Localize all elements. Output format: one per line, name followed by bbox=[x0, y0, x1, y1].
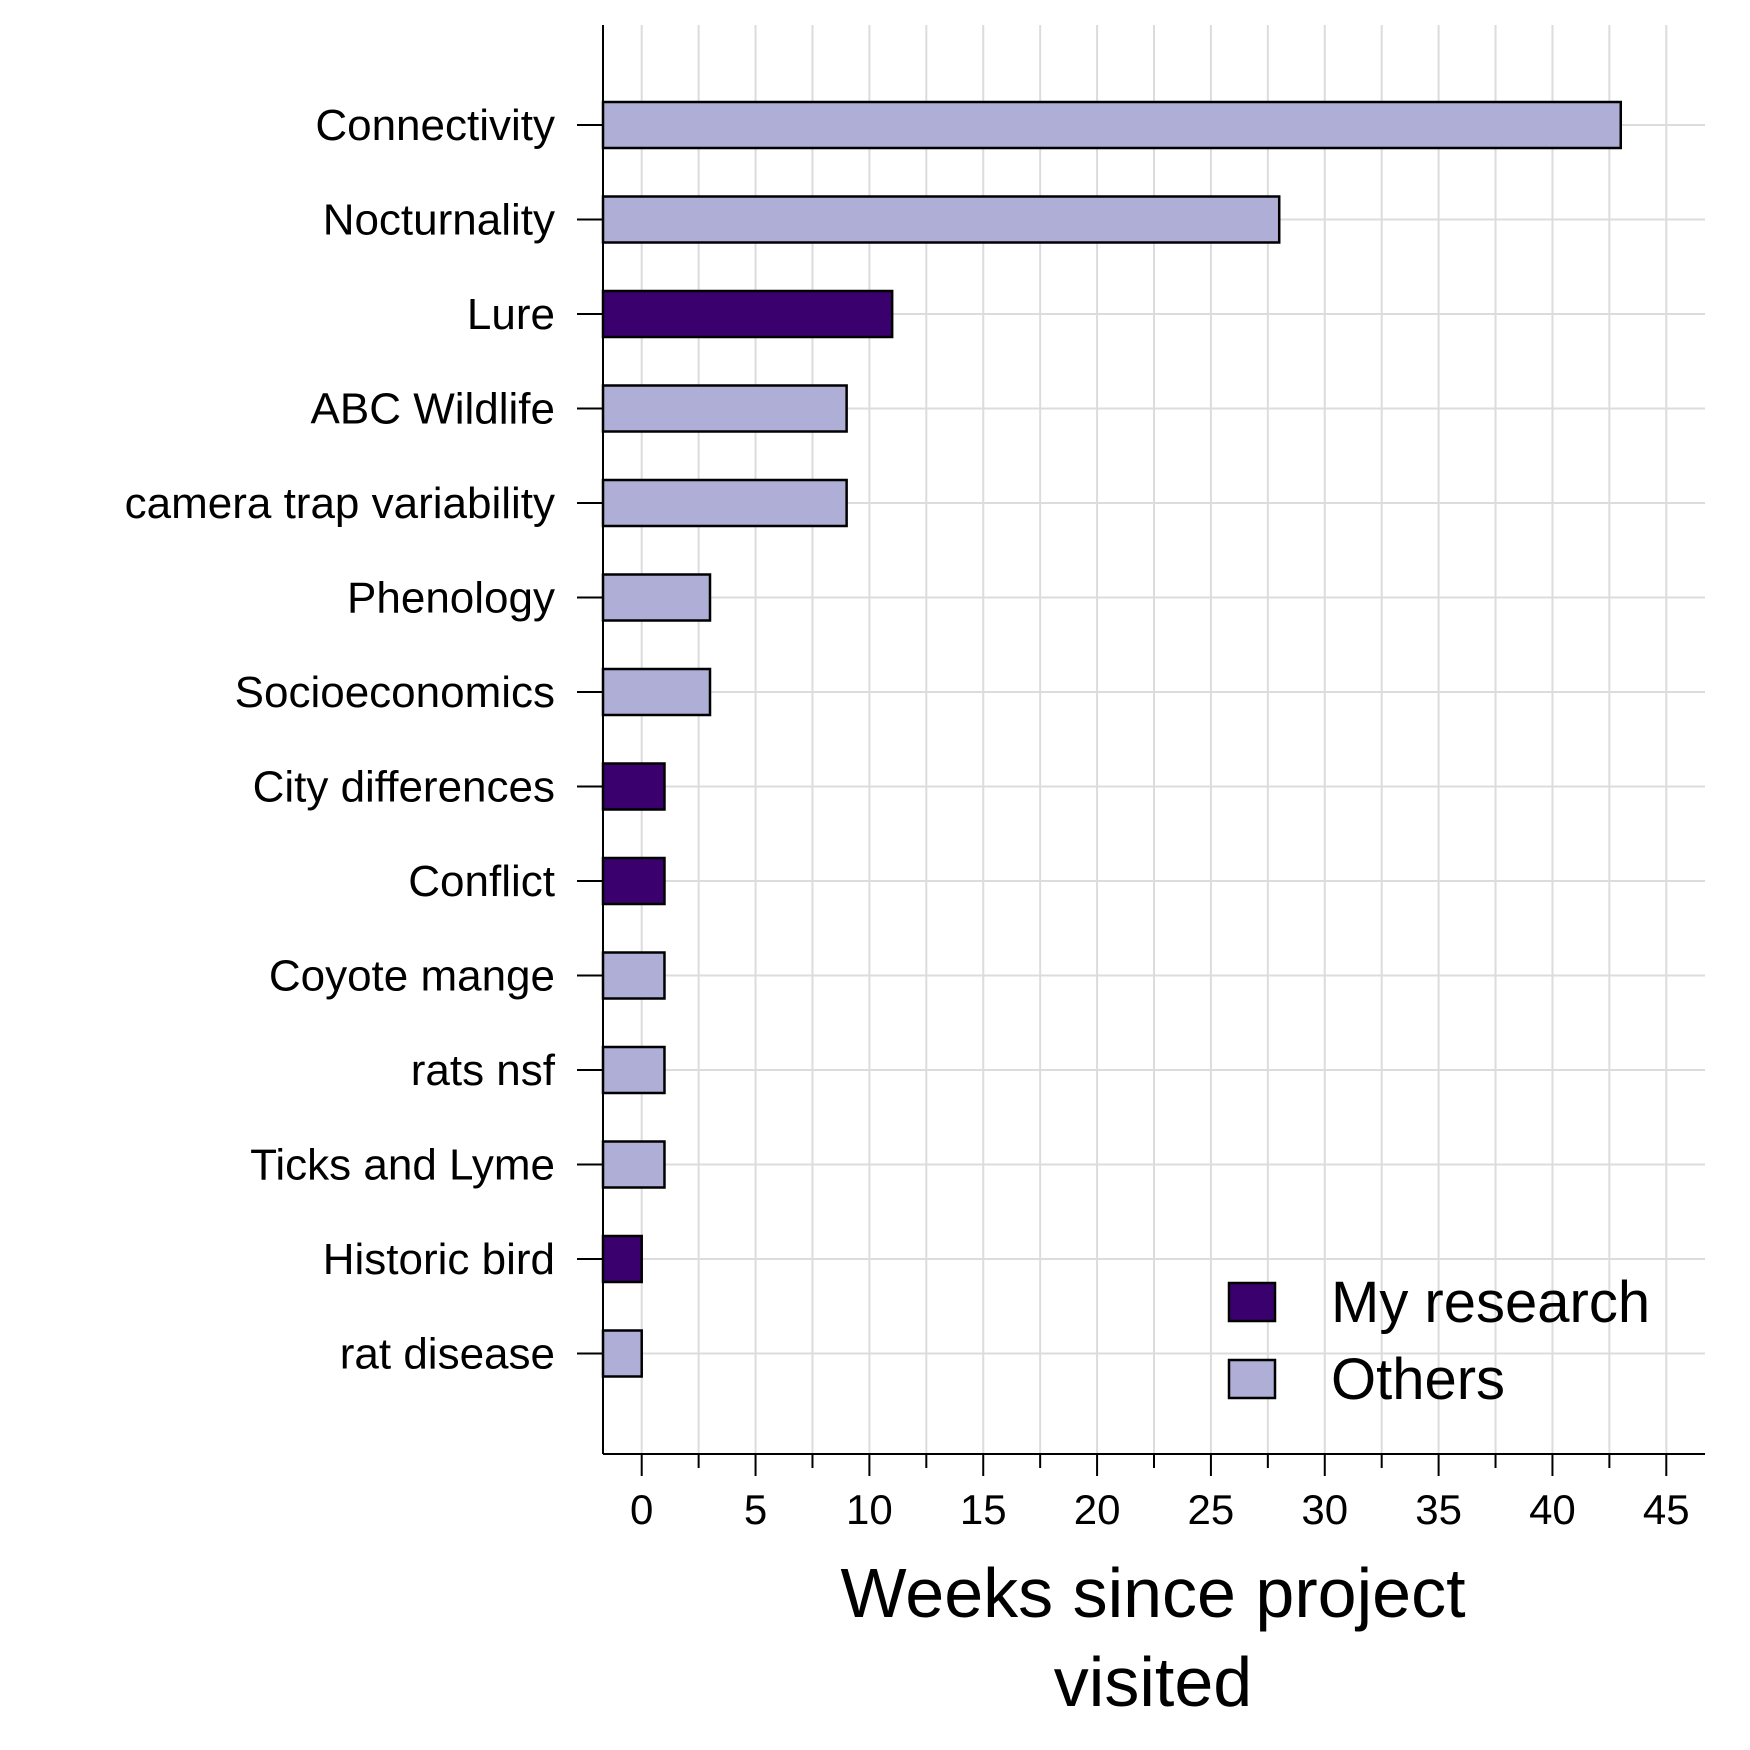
category-label: Socioeconomics bbox=[235, 668, 555, 717]
category-label: camera trap variability bbox=[125, 479, 555, 528]
category-labels: Connectivity Nocturnality Lure ABC Wildlife… bbox=[125, 101, 556, 1379]
x-tick-label: 40 bbox=[1529, 1486, 1576, 1533]
gridlines bbox=[603, 25, 1705, 1454]
category-label: rat disease bbox=[340, 1330, 555, 1379]
legend-label: Others bbox=[1331, 1347, 1505, 1412]
x-axis-title: Weeks since project visited bbox=[840, 1554, 1465, 1721]
x-tick-label: 25 bbox=[1188, 1486, 1235, 1533]
axes bbox=[577, 25, 1705, 1476]
bar bbox=[601, 289, 894, 339]
x-axis-title-line: Weeks since project bbox=[840, 1554, 1465, 1632]
category-label: Historic bird bbox=[323, 1235, 555, 1284]
bar bbox=[601, 1234, 643, 1284]
x-tick-label: 5 bbox=[744, 1486, 767, 1533]
bar bbox=[601, 856, 666, 906]
bar bbox=[601, 667, 712, 717]
x-tick-label: 10 bbox=[846, 1486, 893, 1533]
category-label: Coyote mange bbox=[269, 952, 555, 1001]
x-tick-label: 45 bbox=[1643, 1486, 1690, 1533]
bar bbox=[601, 951, 666, 1000]
x-tick-label: 15 bbox=[960, 1486, 1007, 1533]
category-label: Lure bbox=[467, 290, 555, 339]
category-label: Conflict bbox=[408, 857, 555, 906]
legend-swatch bbox=[1227, 1281, 1277, 1323]
bar bbox=[601, 384, 848, 433]
legend-swatch bbox=[1227, 1358, 1277, 1400]
x-tick-label: 30 bbox=[1301, 1486, 1348, 1533]
bar bbox=[601, 478, 848, 528]
legend-label: My research bbox=[1331, 1270, 1650, 1335]
bar bbox=[601, 762, 666, 811]
legend: My research Others bbox=[1227, 1270, 1650, 1412]
category-label: rats nsf bbox=[411, 1046, 556, 1095]
bar bbox=[601, 195, 1281, 244]
x-tick-label: 35 bbox=[1415, 1486, 1462, 1533]
bar bbox=[601, 100, 1623, 150]
bar bbox=[601, 1140, 666, 1189]
category-label: City differences bbox=[253, 763, 555, 812]
x-tick-label: 0 bbox=[630, 1486, 653, 1533]
category-label: ABC Wildlife bbox=[311, 385, 556, 434]
x-tick-labels: 0 5 10 15 20 25 30 35 40 45 bbox=[630, 1486, 1690, 1533]
category-label: Phenology bbox=[347, 574, 555, 623]
x-axis-title-line: visited bbox=[1054, 1643, 1252, 1721]
category-label: Connectivity bbox=[315, 101, 555, 150]
bar bbox=[601, 573, 712, 622]
bar bbox=[601, 1045, 666, 1095]
bars bbox=[601, 100, 1623, 1378]
category-label: Ticks and Lyme bbox=[250, 1141, 555, 1190]
bar bbox=[601, 1329, 643, 1378]
category-label: Nocturnality bbox=[323, 196, 555, 245]
x-tick-label: 20 bbox=[1074, 1486, 1121, 1533]
